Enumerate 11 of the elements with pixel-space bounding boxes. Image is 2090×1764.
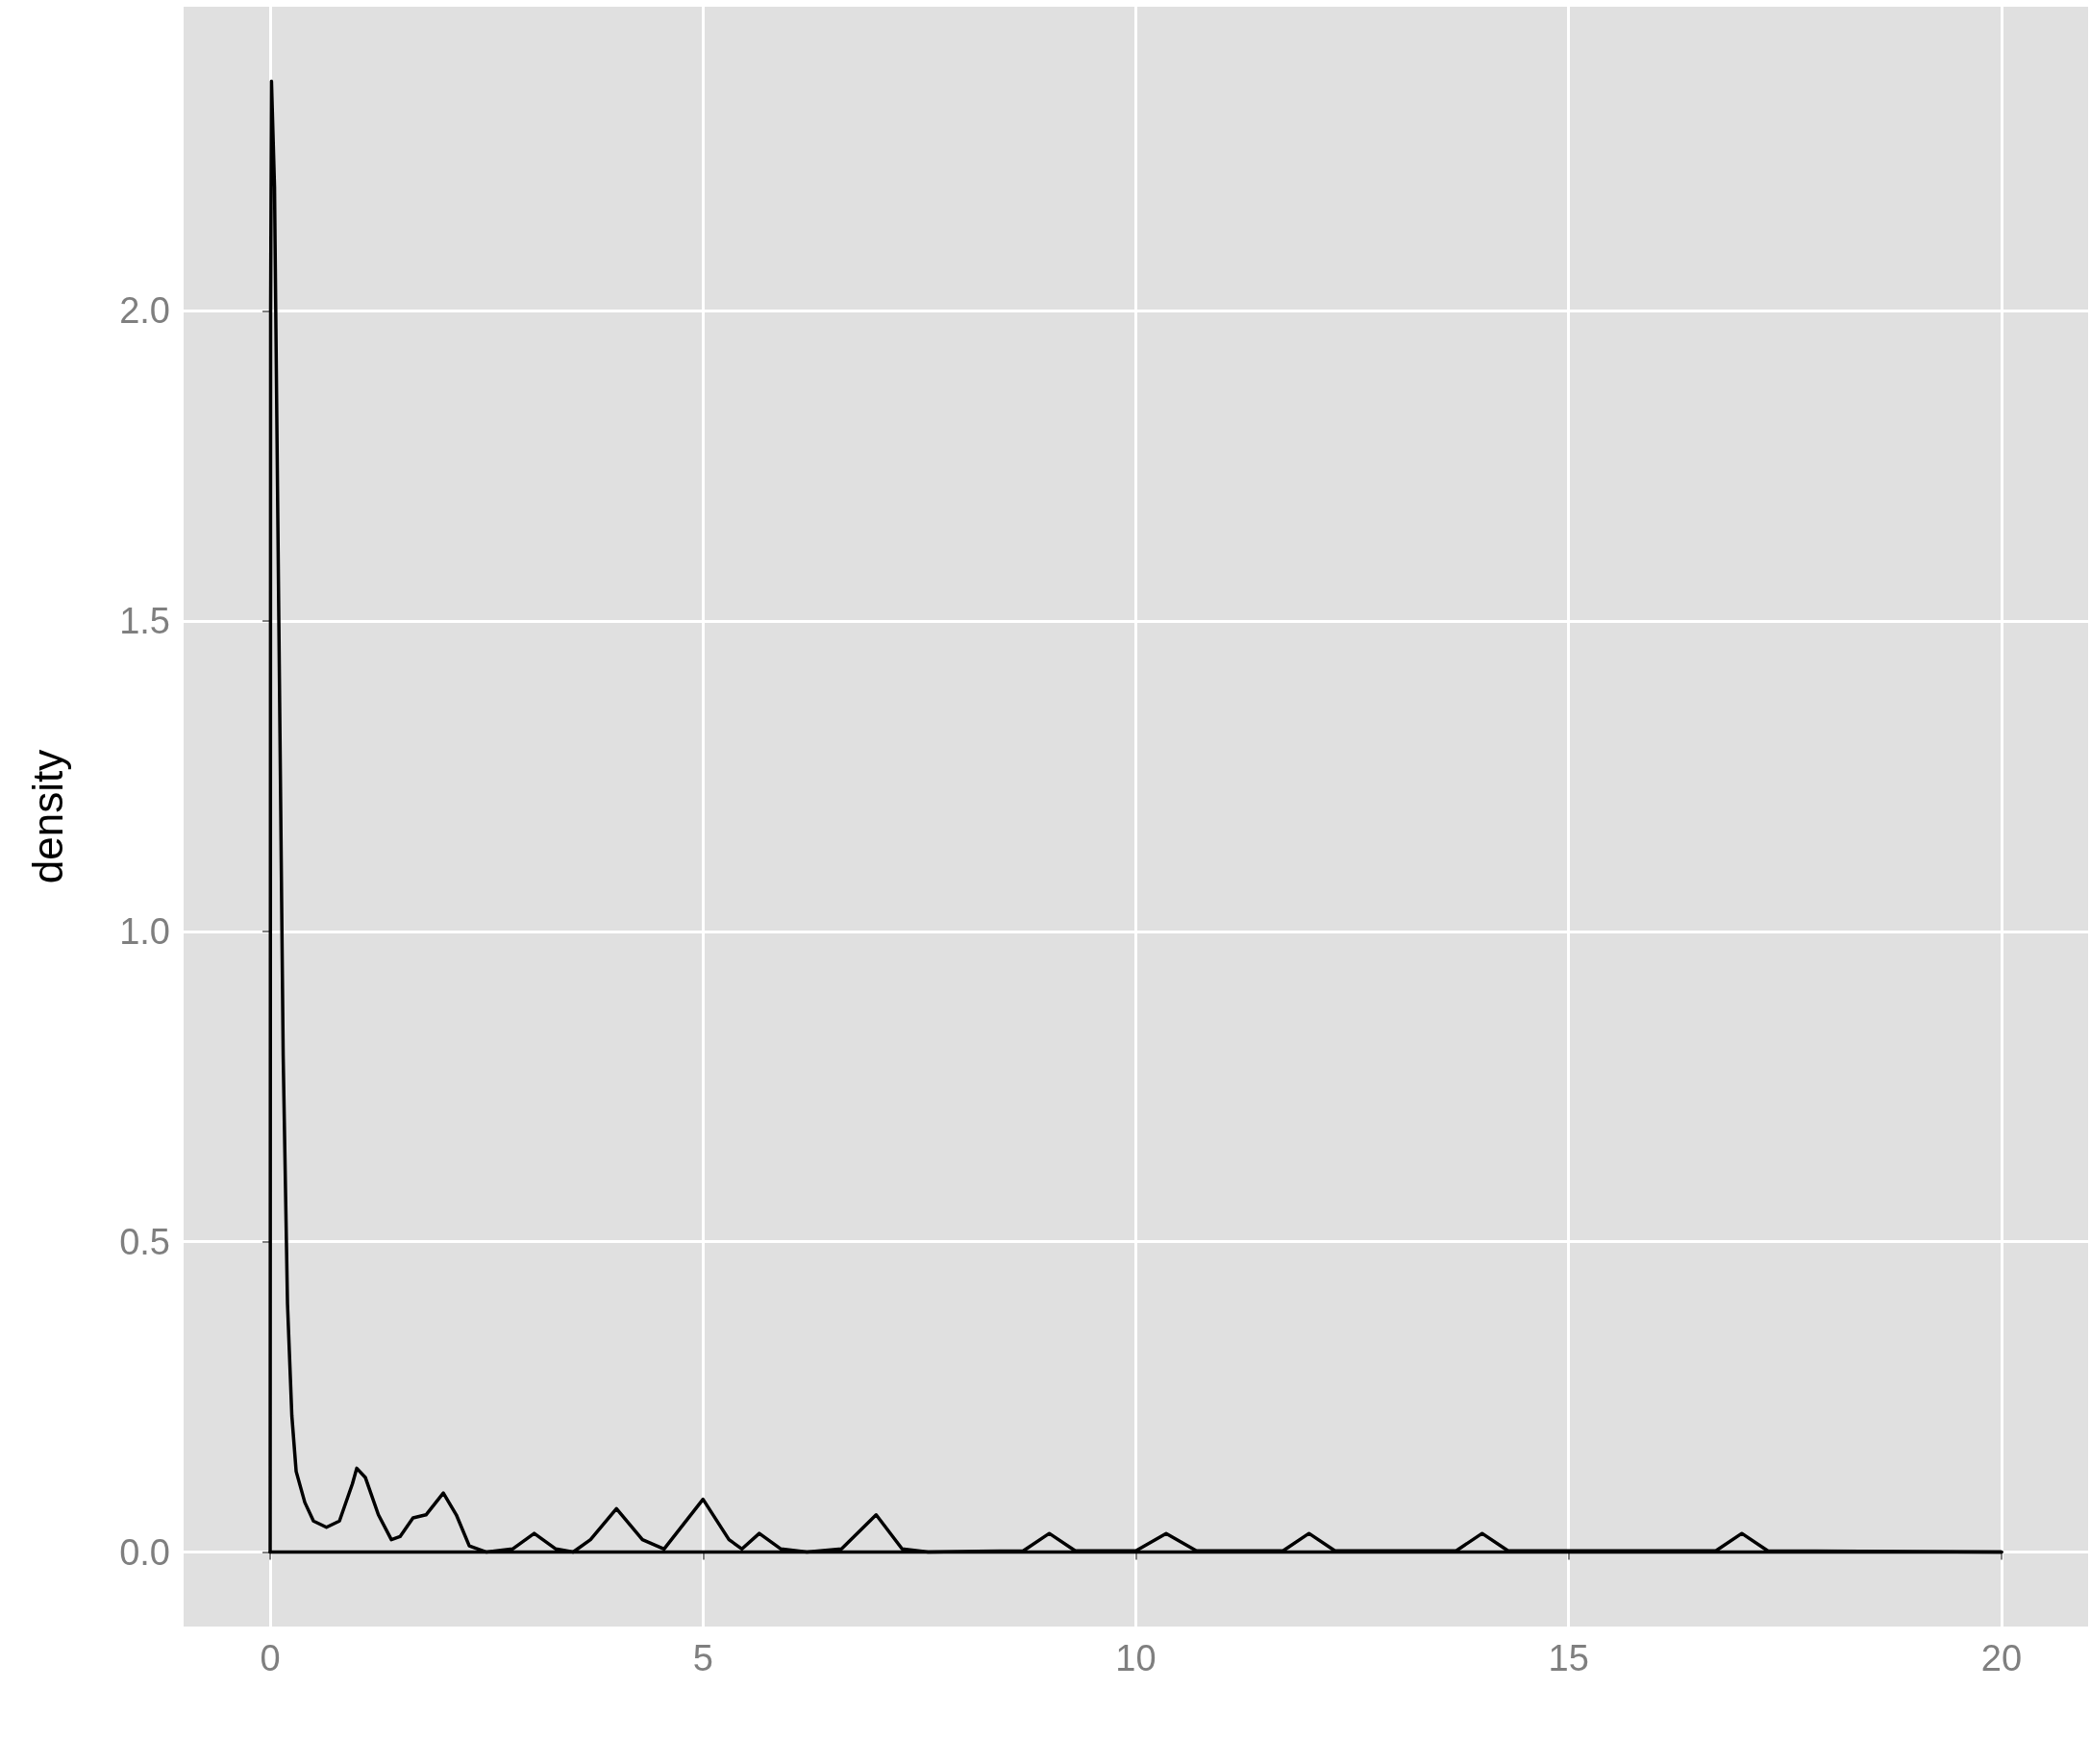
x-tick-label: 15 bbox=[1548, 1638, 1589, 1678]
x-tick-label: 10 bbox=[1115, 1638, 1157, 1678]
y-axis-title: density bbox=[23, 749, 71, 884]
y-tick-label: 0.0 bbox=[119, 1531, 170, 1573]
x-tick-label: 20 bbox=[1980, 1638, 2023, 1678]
y-tick-label: 2.0 bbox=[119, 290, 170, 332]
y-tick-label: 0.5 bbox=[119, 1221, 170, 1262]
y-tick-label: 1.5 bbox=[119, 601, 170, 642]
y-tick-label: 1.0 bbox=[119, 910, 170, 952]
x-tick-label: 0 bbox=[260, 1638, 281, 1678]
x-tick-label: 5 bbox=[692, 1638, 713, 1678]
